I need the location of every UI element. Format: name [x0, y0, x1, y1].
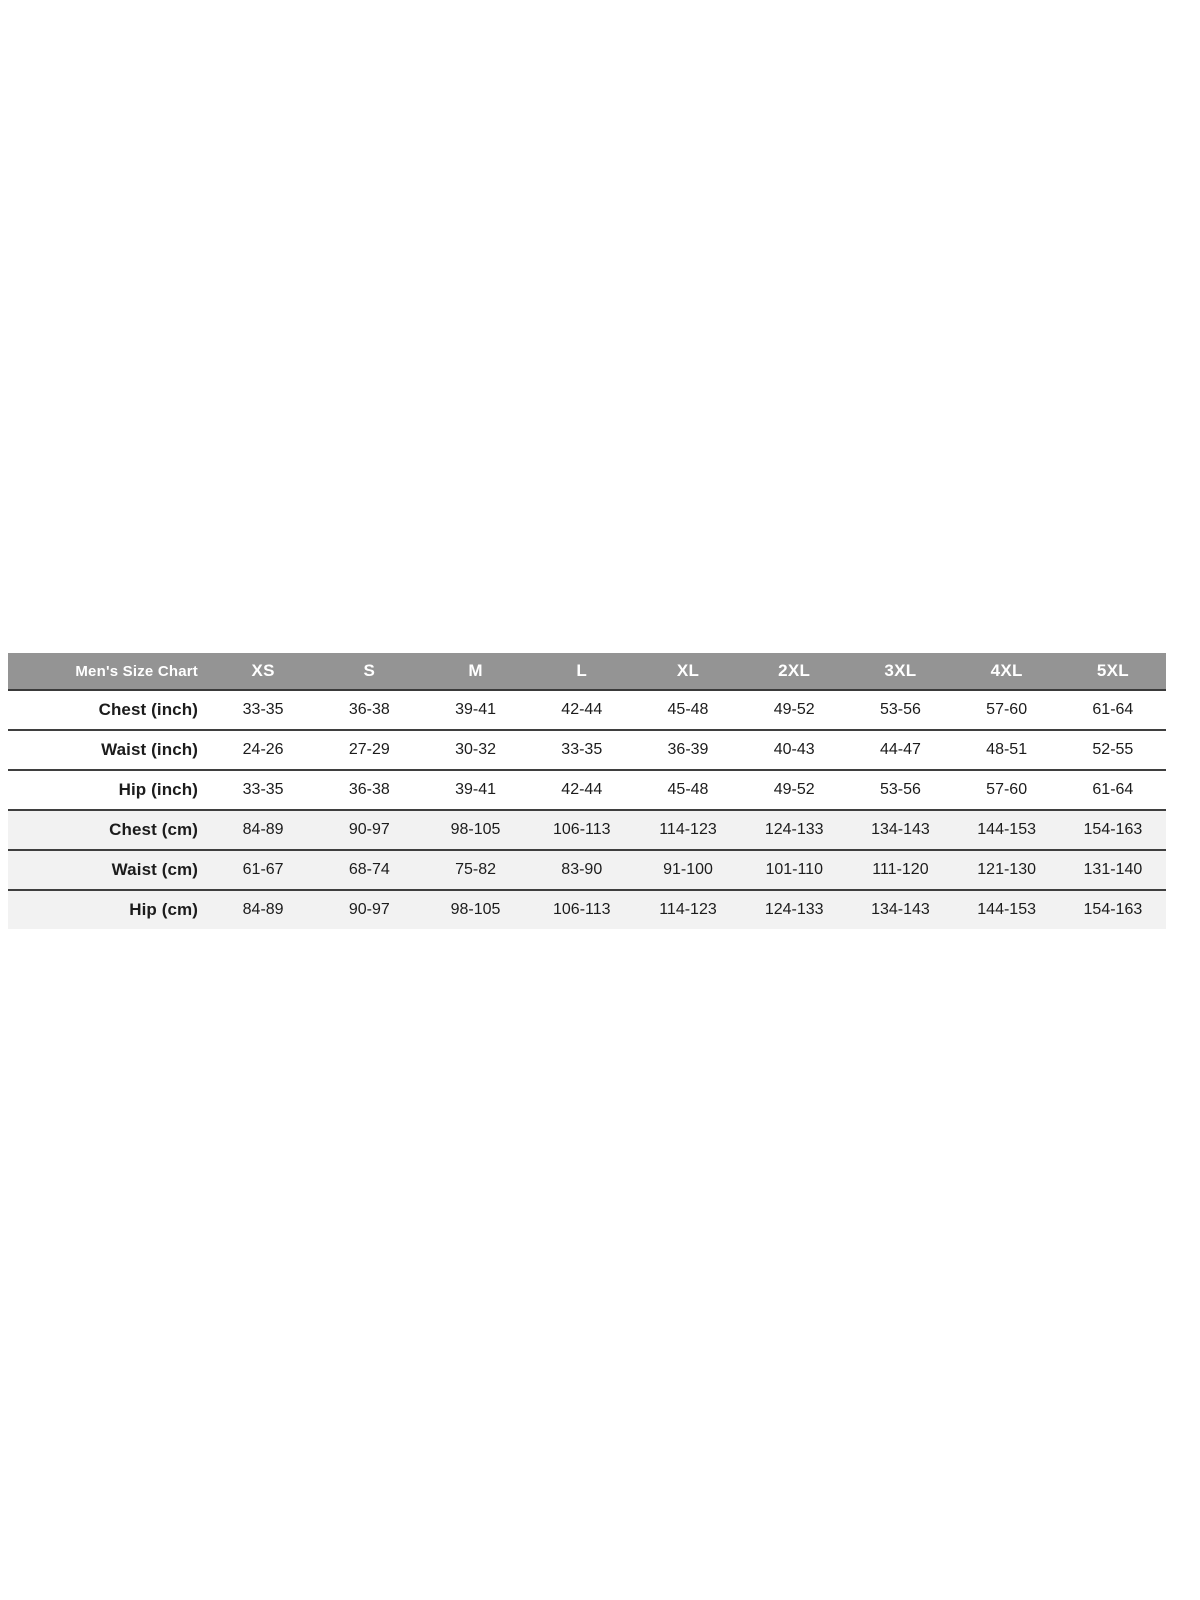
cell-hip-inch-l: 42-44: [528, 770, 635, 811]
cell-hip-cm-4xl: 144-153: [953, 890, 1060, 929]
cell-hip-cm-3xl: 134-143: [847, 890, 954, 929]
row-label-chest-inch: Chest (inch): [8, 690, 210, 731]
cell-chest-cm-5xl: 154-163: [1059, 810, 1166, 851]
cell-chest-cm-l: 106-113: [528, 810, 635, 851]
cell-chest-inch-2xl: 49-52: [741, 690, 848, 731]
size-chart-body: Chest (inch) 33-35 36-38 39-41 42-44 45-…: [8, 690, 1166, 929]
cell-hip-inch-2xl: 49-52: [741, 770, 848, 811]
table-row: Hip (cm) 84-89 90-97 98-105 106-113 114-…: [8, 890, 1166, 929]
column-header-xs: XS: [210, 653, 317, 691]
column-header-5xl: 5XL: [1059, 653, 1166, 691]
cell-hip-cm-xs: 84-89: [210, 890, 317, 929]
cell-chest-cm-xl: 114-123: [634, 810, 742, 851]
cell-chest-inch-xl: 45-48: [634, 690, 742, 731]
cell-hip-inch-s: 36-38: [316, 770, 423, 811]
cell-hip-cm-m: 98-105: [422, 890, 529, 929]
header-row: Men's Size Chart XS S M L XL 2XL 3XL 4XL…: [8, 653, 1166, 691]
cell-waist-inch-xs: 24-26: [210, 730, 317, 771]
row-label-hip-inch: Hip (inch): [8, 770, 210, 811]
column-header-xl: XL: [634, 653, 742, 691]
cell-chest-inch-4xl: 57-60: [953, 690, 1060, 731]
size-chart-title: Men's Size Chart: [8, 653, 210, 691]
cell-chest-cm-m: 98-105: [422, 810, 529, 851]
cell-waist-cm-xs: 61-67: [210, 850, 317, 891]
mens-size-chart-table: Men's Size Chart XS S M L XL 2XL 3XL 4XL…: [8, 653, 1166, 929]
column-header-m: M: [422, 653, 529, 691]
cell-waist-cm-s: 68-74: [316, 850, 423, 891]
size-chart-container: Men's Size Chart XS S M L XL 2XL 3XL 4XL…: [8, 653, 1166, 929]
row-label-chest-cm: Chest (cm): [8, 810, 210, 851]
cell-hip-cm-s: 90-97: [316, 890, 423, 929]
cell-waist-cm-4xl: 121-130: [953, 850, 1060, 891]
cell-hip-inch-3xl: 53-56: [847, 770, 954, 811]
column-header-s: S: [316, 653, 423, 691]
cell-chest-inch-s: 36-38: [316, 690, 423, 731]
row-label-waist-inch: Waist (inch): [8, 730, 210, 771]
cell-waist-cm-m: 75-82: [422, 850, 529, 891]
cell-chest-cm-s: 90-97: [316, 810, 423, 851]
cell-waist-inch-l: 33-35: [528, 730, 635, 771]
cell-waist-inch-xl: 36-39: [634, 730, 742, 771]
cell-hip-inch-5xl: 61-64: [1059, 770, 1166, 811]
cell-waist-inch-4xl: 48-51: [953, 730, 1060, 771]
cell-waist-cm-5xl: 131-140: [1059, 850, 1166, 891]
cell-hip-inch-m: 39-41: [422, 770, 529, 811]
cell-waist-inch-5xl: 52-55: [1059, 730, 1166, 771]
column-header-l: L: [528, 653, 635, 691]
row-label-waist-cm: Waist (cm): [8, 850, 210, 891]
cell-chest-inch-m: 39-41: [422, 690, 529, 731]
cell-hip-cm-5xl: 154-163: [1059, 890, 1166, 929]
cell-waist-inch-3xl: 44-47: [847, 730, 954, 771]
cell-chest-inch-5xl: 61-64: [1059, 690, 1166, 731]
cell-hip-inch-xs: 33-35: [210, 770, 317, 811]
cell-hip-cm-xl: 114-123: [634, 890, 742, 929]
cell-chest-inch-xs: 33-35: [210, 690, 317, 731]
table-row: Hip (inch) 33-35 36-38 39-41 42-44 45-48…: [8, 770, 1166, 811]
cell-chest-cm-4xl: 144-153: [953, 810, 1060, 851]
cell-waist-cm-2xl: 101-110: [741, 850, 848, 891]
cell-chest-cm-xs: 84-89: [210, 810, 317, 851]
cell-hip-inch-xl: 45-48: [634, 770, 742, 811]
table-row: Waist (cm) 61-67 68-74 75-82 83-90 91-10…: [8, 850, 1166, 891]
cell-hip-cm-l: 106-113: [528, 890, 635, 929]
cell-waist-cm-3xl: 111-120: [847, 850, 954, 891]
table-row: Waist (inch) 24-26 27-29 30-32 33-35 36-…: [8, 730, 1166, 771]
column-header-2xl: 2XL: [741, 653, 848, 691]
cell-chest-cm-2xl: 124-133: [741, 810, 848, 851]
cell-chest-cm-3xl: 134-143: [847, 810, 954, 851]
cell-waist-cm-l: 83-90: [528, 850, 635, 891]
table-row: Chest (cm) 84-89 90-97 98-105 106-113 11…: [8, 810, 1166, 851]
table-row: Chest (inch) 33-35 36-38 39-41 42-44 45-…: [8, 690, 1166, 731]
size-chart-header: Men's Size Chart XS S M L XL 2XL 3XL 4XL…: [8, 653, 1166, 691]
row-label-hip-cm: Hip (cm): [8, 890, 210, 929]
cell-waist-cm-xl: 91-100: [634, 850, 742, 891]
cell-chest-inch-3xl: 53-56: [847, 690, 954, 731]
cell-waist-inch-s: 27-29: [316, 730, 423, 771]
cell-chest-inch-l: 42-44: [528, 690, 635, 731]
cell-hip-inch-4xl: 57-60: [953, 770, 1060, 811]
cell-hip-cm-2xl: 124-133: [741, 890, 848, 929]
cell-waist-inch-2xl: 40-43: [741, 730, 848, 771]
column-header-4xl: 4XL: [953, 653, 1060, 691]
cell-waist-inch-m: 30-32: [422, 730, 529, 771]
column-header-3xl: 3XL: [847, 653, 954, 691]
